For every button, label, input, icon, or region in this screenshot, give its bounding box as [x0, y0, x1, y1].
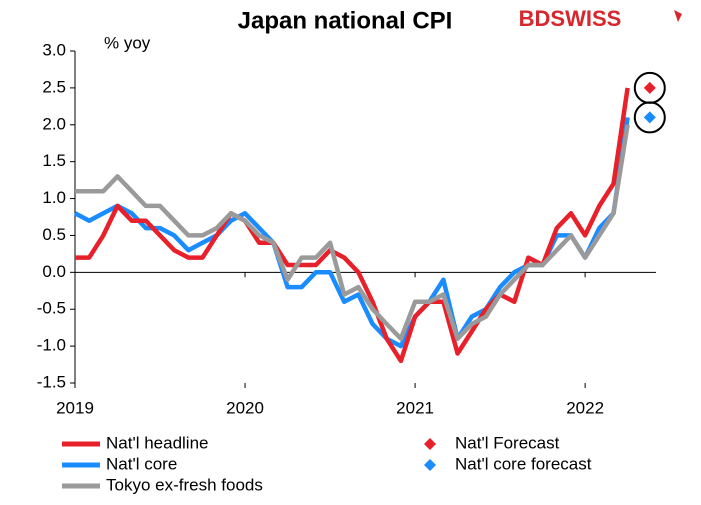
forecast-marker [643, 111, 656, 124]
y-tick-label: 0.0 [42, 262, 66, 281]
y-tick-label: 1.5 [42, 151, 66, 170]
y-axis-label: % yoy [104, 33, 151, 52]
y-tick-label: 2.5 [42, 77, 66, 96]
series-line [75, 124, 630, 341]
logo: BDSWISS [519, 6, 622, 31]
series-line [75, 87, 630, 364]
y-tick-label: 0.5 [42, 225, 66, 244]
y-tick-label: 1.0 [42, 188, 66, 207]
x-tick-label: 2019 [56, 398, 94, 417]
legend-label: Nat'l core forecast [455, 454, 592, 473]
forecast-marker [643, 81, 656, 94]
x-tick-label: 2020 [226, 398, 264, 417]
legend-label: Nat'l core [106, 454, 177, 473]
chart-title: Japan national CPI [238, 7, 453, 34]
legend-label: Tokyo ex-fresh foods [106, 475, 263, 494]
y-tick-label: 3.0 [42, 40, 66, 59]
legend-label: Nat'l headline [106, 433, 208, 452]
legend-marker [424, 438, 436, 450]
x-tick-label: 2021 [396, 398, 434, 417]
legend-label: Nat'l Forecast [455, 433, 560, 452]
y-tick-label: -1.0 [37, 336, 66, 355]
y-tick-label: 2.0 [42, 114, 66, 133]
legend-marker [424, 459, 436, 471]
x-tick-label: 2022 [566, 398, 604, 417]
highlight-circle [633, 101, 666, 134]
y-tick-label: -1.5 [37, 372, 66, 391]
logo-icon [674, 10, 682, 22]
y-tick-label: -0.5 [37, 299, 66, 318]
